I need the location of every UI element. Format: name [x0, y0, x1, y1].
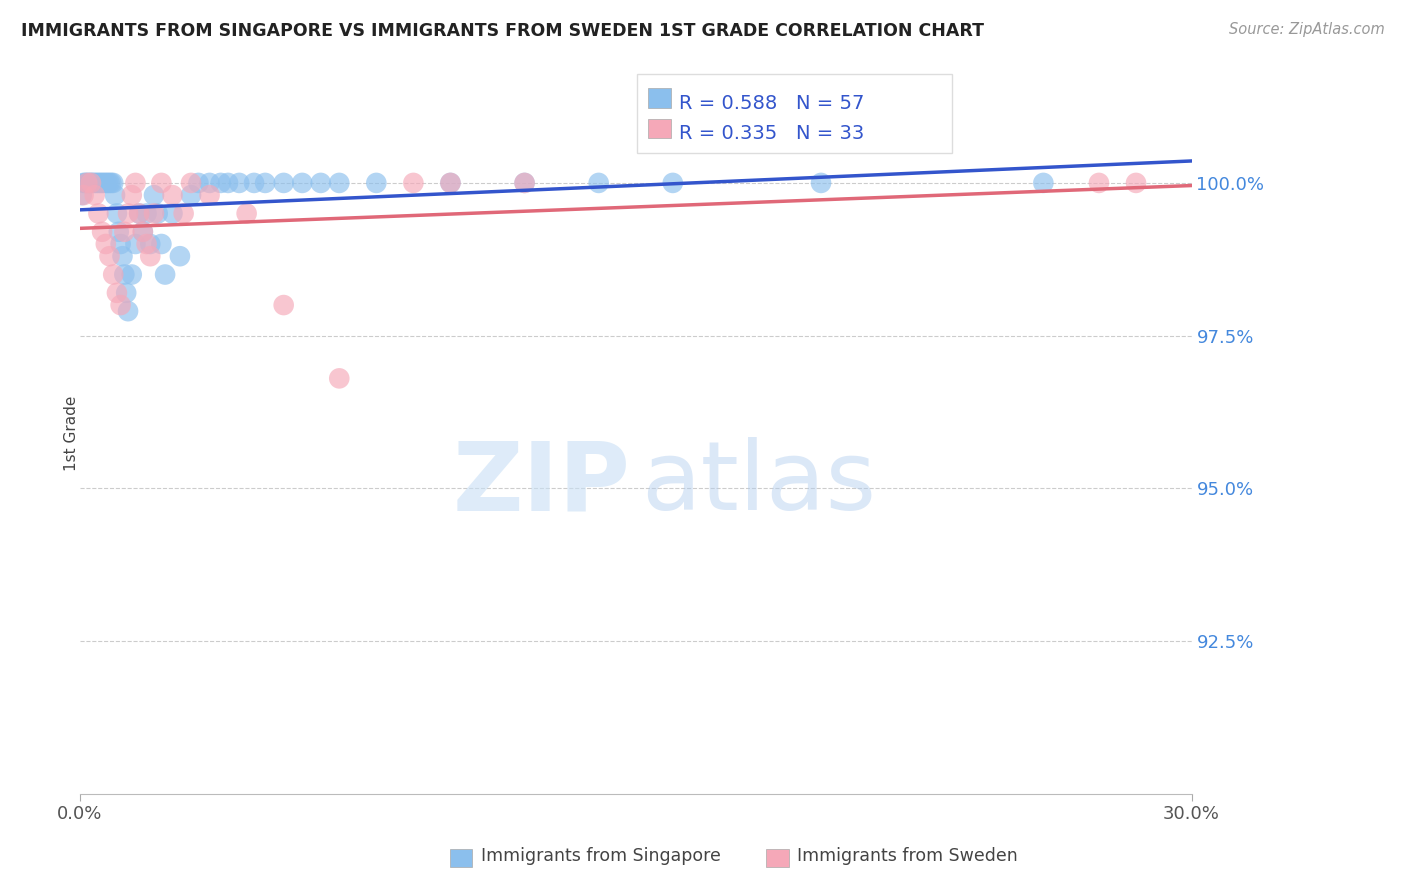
Point [328, 371, 350, 385]
Text: atlas: atlas [641, 437, 876, 530]
Point [1032, 176, 1054, 190]
Point [89, 176, 111, 190]
Point [513, 176, 536, 190]
Point [162, 188, 184, 202]
Point [291, 176, 314, 190]
Point [76, 176, 98, 190]
Point [70, 188, 93, 202]
Point [217, 176, 239, 190]
Text: R = 0.588   N = 57: R = 0.588 N = 57 [679, 94, 865, 112]
Point [82, 176, 104, 190]
Point [117, 304, 139, 318]
Point [198, 188, 221, 202]
Point [1125, 176, 1147, 190]
Point [439, 176, 461, 190]
Point [111, 249, 134, 263]
Point [104, 188, 127, 202]
Point [110, 237, 132, 252]
Point [439, 176, 461, 190]
Point [86, 176, 108, 190]
Point [187, 176, 209, 190]
Point [328, 176, 350, 190]
Point [662, 176, 685, 190]
Point [72, 188, 94, 202]
Point [87, 206, 110, 220]
Point [150, 176, 173, 190]
Point [810, 176, 832, 190]
Y-axis label: 1st Grade: 1st Grade [65, 396, 79, 471]
Text: Source: ZipAtlas.com: Source: ZipAtlas.com [1229, 22, 1385, 37]
Point [80, 176, 103, 190]
Point [173, 206, 195, 220]
Point [77, 176, 100, 190]
Point [80, 176, 103, 190]
Point [112, 268, 135, 282]
Point [309, 176, 332, 190]
Point [91, 176, 114, 190]
Text: R = 0.335   N = 33: R = 0.335 N = 33 [679, 124, 865, 143]
Point [117, 206, 139, 220]
Point [273, 176, 295, 190]
Text: Immigrants from Singapore: Immigrants from Singapore [481, 847, 721, 865]
Point [153, 268, 176, 282]
Point [254, 176, 277, 190]
Point [243, 176, 266, 190]
Point [228, 176, 250, 190]
Point [143, 188, 166, 202]
Point [169, 249, 191, 263]
Point [124, 176, 146, 190]
Point [121, 268, 143, 282]
Point [402, 176, 425, 190]
Point [139, 249, 162, 263]
Point [94, 237, 117, 252]
Point [128, 206, 150, 220]
Point [135, 206, 157, 220]
Point [273, 298, 295, 312]
Point [93, 176, 115, 190]
Point [132, 225, 155, 239]
Point [180, 188, 202, 202]
Point [105, 206, 128, 220]
Point [124, 237, 146, 252]
Point [121, 188, 143, 202]
Point [98, 176, 121, 190]
Text: IMMIGRANTS FROM SINGAPORE VS IMMIGRANTS FROM SWEDEN 1ST GRADE CORRELATION CHART: IMMIGRANTS FROM SINGAPORE VS IMMIGRANTS … [21, 22, 984, 40]
Point [83, 188, 105, 202]
Point [150, 237, 173, 252]
Point [76, 176, 98, 190]
Point [128, 206, 150, 220]
Point [100, 176, 122, 190]
Point [105, 285, 128, 300]
Point [75, 176, 97, 190]
Point [162, 206, 184, 220]
Point [235, 206, 257, 220]
Point [115, 285, 138, 300]
Point [103, 176, 125, 190]
Point [103, 268, 125, 282]
Point [198, 176, 221, 190]
Point [209, 176, 232, 190]
Point [366, 176, 388, 190]
Point [135, 237, 157, 252]
Point [94, 176, 117, 190]
Point [588, 176, 610, 190]
Point [143, 206, 166, 220]
Point [87, 176, 110, 190]
Point [83, 176, 105, 190]
Point [112, 225, 135, 239]
Text: Immigrants from Sweden: Immigrants from Sweden [797, 847, 1018, 865]
Point [107, 225, 129, 239]
Point [97, 176, 120, 190]
Text: ZIP: ZIP [453, 437, 630, 530]
Point [139, 237, 162, 252]
Point [1088, 176, 1111, 190]
Point [513, 176, 536, 190]
Point [98, 249, 121, 263]
Point [180, 176, 202, 190]
Point [91, 225, 114, 239]
Point [146, 206, 169, 220]
Point [132, 225, 155, 239]
Point [72, 176, 94, 190]
Point [110, 298, 132, 312]
